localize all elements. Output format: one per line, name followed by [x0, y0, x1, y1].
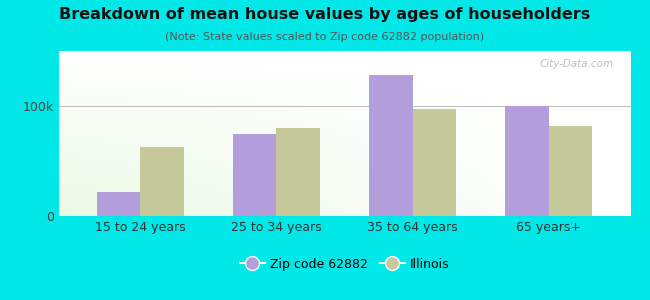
Text: Breakdown of mean house values by ages of householders: Breakdown of mean house values by ages o… — [59, 8, 591, 22]
Text: City-Data.com: City-Data.com — [540, 59, 614, 69]
Bar — [505, 106, 549, 216]
Bar — [140, 147, 184, 216]
Bar — [276, 128, 320, 216]
Text: (Note: State values scaled to Zip code 62882 population): (Note: State values scaled to Zip code 6… — [166, 32, 484, 41]
Legend: Zip code 62882, Illinois: Zip code 62882, Illinois — [235, 253, 454, 276]
Bar — [369, 75, 413, 216]
Bar — [549, 126, 592, 216]
Bar — [97, 192, 140, 216]
Bar — [413, 109, 456, 216]
Bar — [233, 134, 276, 216]
